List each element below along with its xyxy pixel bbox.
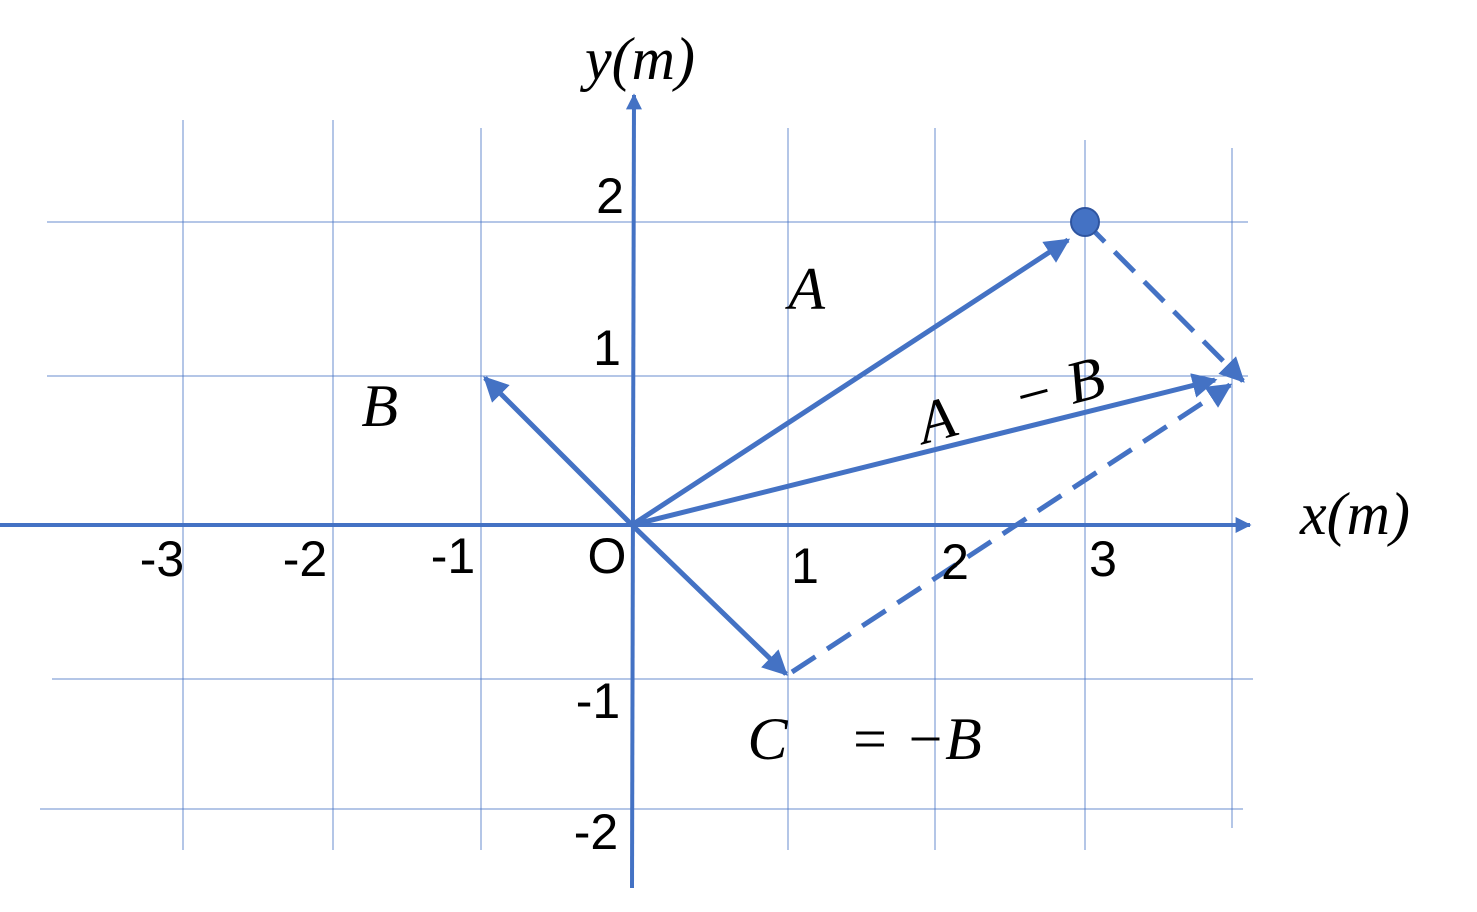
x-tick-label: -3 (140, 531, 184, 587)
x-tick-label: 3 (1089, 531, 1117, 587)
y-tick-label: 1 (593, 320, 621, 376)
vector-c (630, 523, 788, 676)
origin-label: O (588, 528, 627, 584)
vector-label: B⃗ (361, 373, 444, 439)
vector-label: C⃗ = −B⃗ (748, 706, 1029, 772)
dashed-b-shift (1083, 220, 1245, 383)
x-tick-label: 1 (791, 538, 819, 594)
y-tick-label: 2 (596, 168, 624, 224)
x-axis-label: x(m) (1299, 481, 1410, 547)
x-tick-label: 2 (941, 534, 969, 590)
grid (40, 120, 1253, 850)
x-tick-label: -2 (283, 531, 327, 587)
y-axis (625, 93, 642, 889)
dashed-a-shift (790, 382, 1233, 675)
x-tick-label: -1 (431, 528, 475, 584)
point (1070, 207, 1100, 237)
vector-a-minus-b (631, 373, 1218, 528)
y-tick-label: -2 (574, 804, 618, 860)
vector-b (483, 376, 634, 527)
vector-label: A⃗ − B⃗ (906, 331, 1156, 457)
vector-a (630, 237, 1071, 528)
y-axis-label: y(m) (579, 26, 695, 92)
y-tick-label: -1 (576, 673, 620, 729)
vector-label: A⃗ (784, 256, 871, 322)
